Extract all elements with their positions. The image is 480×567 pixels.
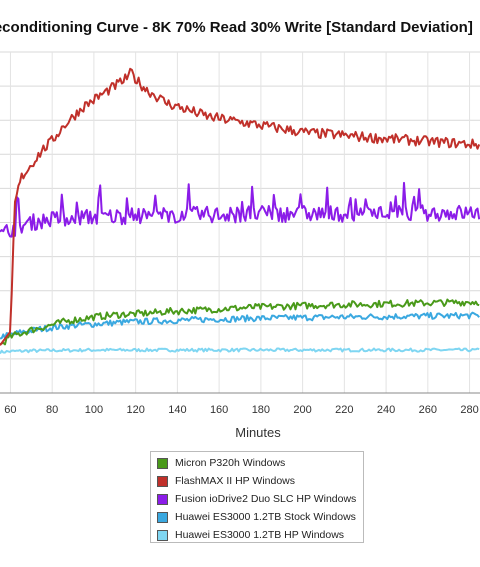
x-tick-label: 220 [335,404,353,416]
x-tick-label: 140 [168,404,186,416]
legend-item: FlashMAX II HP Windows [151,472,363,490]
legend-swatch [157,529,168,541]
x-axis-title: Minutes [235,425,281,440]
series-line-2 [0,67,480,346]
legend-label: Micron P320h Windows [175,457,286,469]
legend-swatch [157,493,168,505]
x-tick-label: 240 [377,404,395,416]
legend-label: Huawei ES3000 1.2TB Stock Windows [175,511,356,523]
x-tick-label: 100 [85,404,103,416]
legend: Micron P320h Windows FlashMAX II HP Windo… [150,451,364,543]
series-line-3 [0,181,480,238]
series-line-1 [0,298,480,346]
legend-item: Micron P320h Windows [151,454,363,472]
x-tick-label: 180 [252,404,270,416]
x-tick-label: 120 [126,404,144,416]
series-lines [0,67,480,355]
x-tick-label: 160 [210,404,228,416]
legend-label: FlashMAX II HP Windows [175,475,296,487]
legend-swatch [157,457,168,469]
legend-item: Fusion ioDrive2 Duo SLC HP Windows [151,490,363,508]
legend-label: Huawei ES3000 1.2TB HP Windows [175,529,345,541]
series-line-5 [0,347,480,355]
legend-swatch [157,475,168,487]
legend-item: Huawei ES3000 1.2TB Stock Windows [151,508,363,526]
legend-item: Huawei ES3000 1.2TB HP Windows [151,526,363,544]
x-tick-label: 60 [4,404,16,416]
legend-label: Fusion ioDrive2 Duo SLC HP Windows [175,493,357,505]
x-tick-label: 80 [46,404,58,416]
series-line-4 [0,311,480,340]
x-tick-label: 260 [419,404,437,416]
legend-swatch [157,511,168,523]
x-tick-labels: 60 80 100 120 140 160 180 200 220 240 260 280 [4,404,478,416]
x-tick-label: 200 [293,404,311,416]
chart-title: Preconditioning Curve - 8K 70% Read 30% … [0,19,473,36]
x-tick-label: 280 [460,404,478,416]
